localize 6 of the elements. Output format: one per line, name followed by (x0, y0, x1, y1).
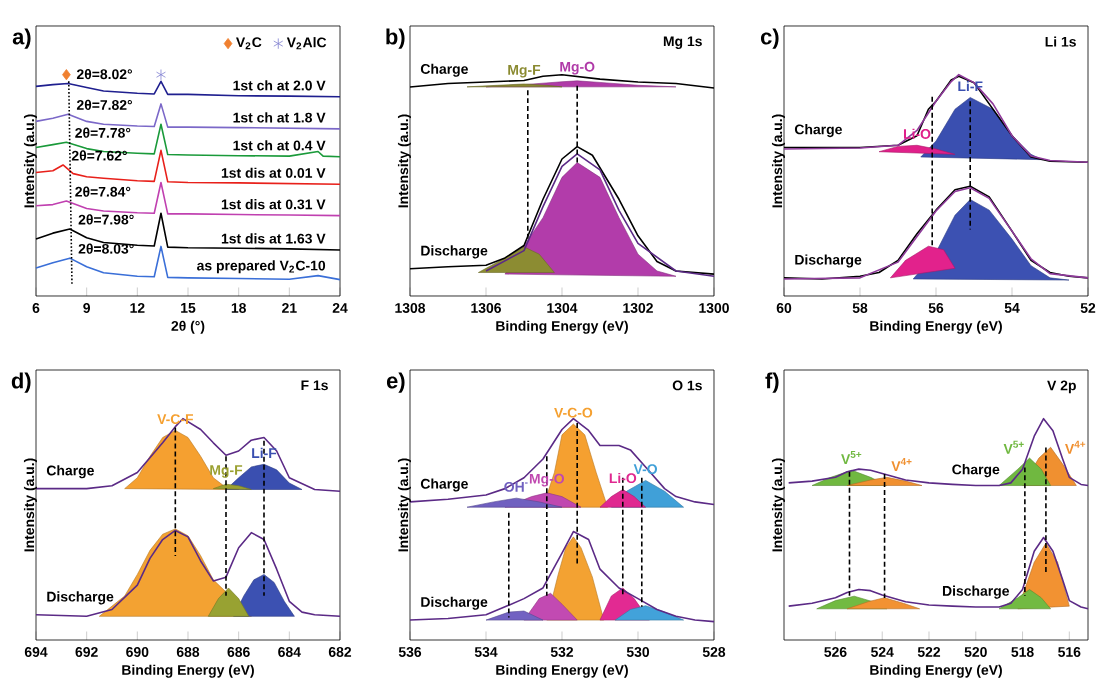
chart-title: b) (386, 28, 405, 49)
chart-title: c) (760, 28, 779, 49)
chart-title: d) (11, 372, 31, 393)
chart-title: a) (12, 28, 31, 49)
chart-title: f) (765, 372, 779, 393)
chart-title: e) (386, 372, 405, 393)
